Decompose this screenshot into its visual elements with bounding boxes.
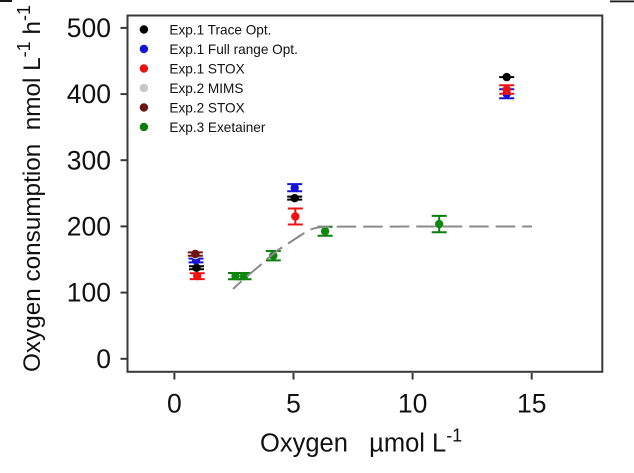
svg-text:Exp.1 Full range Opt.: Exp.1 Full range Opt.	[169, 42, 297, 57]
svg-text:Exp.1 STOX: Exp.1 STOX	[169, 61, 244, 76]
svg-text:0: 0	[96, 344, 111, 374]
svg-text:Oxygen consumption nmol L-1 h: Oxygen consumption nmol L-1 h-1	[14, 5, 46, 372]
svg-text:10: 10	[398, 389, 427, 419]
svg-text:5: 5	[286, 389, 301, 419]
svg-text:100: 100	[67, 278, 111, 308]
svg-text:Exp.1 Trace Opt.: Exp.1 Trace Opt.	[169, 22, 271, 37]
svg-text:300: 300	[67, 145, 111, 175]
svg-text:400: 400	[67, 79, 111, 109]
svg-text:15: 15	[517, 389, 546, 419]
svg-text:200: 200	[67, 212, 111, 242]
svg-text:500: 500	[67, 13, 111, 43]
svg-text:0: 0	[167, 389, 182, 419]
svg-text:Exp.2 STOX: Exp.2 STOX	[169, 100, 244, 115]
svg-text:Exp.2 MIMS: Exp.2 MIMS	[169, 81, 243, 96]
svg-text:Exp.3 Exetainer: Exp.3 Exetainer	[169, 120, 265, 135]
svg-text:Oxygen µmol L-1: Oxygen µmol L-1	[260, 426, 462, 458]
